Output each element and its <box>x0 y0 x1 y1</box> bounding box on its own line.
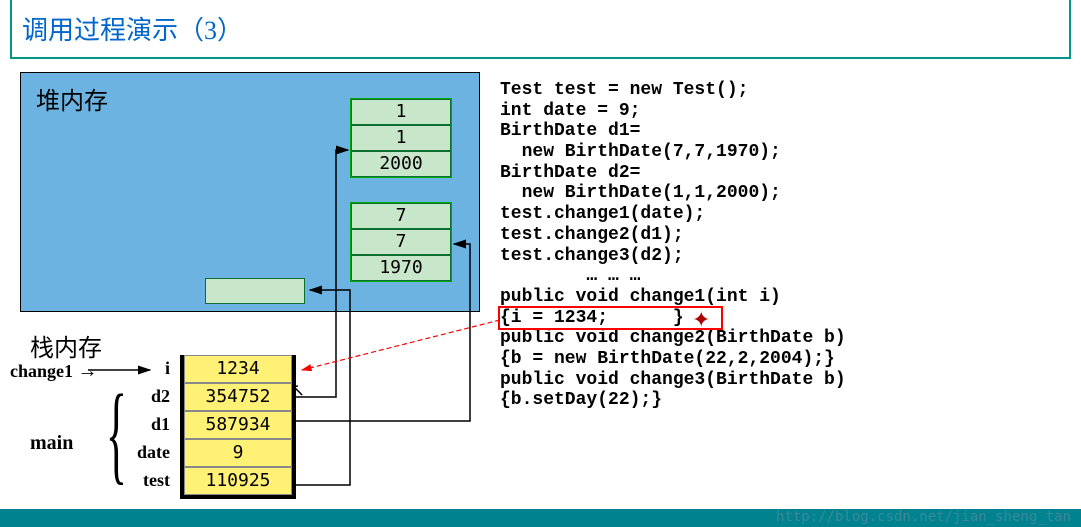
heap-cell: 1970 <box>351 255 451 281</box>
code-listing: Test test = new Test(); int date = 9; Bi… <box>500 80 846 411</box>
stack-cell: 9 <box>184 439 292 467</box>
stack-var-name: test <box>120 470 170 491</box>
stack-var-name: date <box>120 442 170 463</box>
stack-var-name: d1 <box>120 414 170 435</box>
heap-label: 堆内存 <box>36 81 108 116</box>
cursor-icon: ↖ <box>290 380 305 401</box>
heap-cell: 2000 <box>351 151 451 177</box>
heap-object-d1: 771970 <box>350 202 452 282</box>
heap-cell: 1 <box>351 99 451 125</box>
frame-label-change1: change1 → <box>10 360 98 383</box>
stack-label: 栈内存 <box>30 328 102 363</box>
heap-object-d2: 112000 <box>350 98 452 178</box>
stack-cell: 110925 <box>184 467 292 495</box>
stack-cell: 354752 <box>184 383 292 411</box>
slide-title: 调用过程演示（3） <box>10 0 1071 59</box>
heap-cell: 1 <box>351 125 451 151</box>
stack-var-name: d2 <box>120 386 170 407</box>
highlight-box <box>498 306 723 330</box>
stack-cell: 1234 <box>184 355 292 383</box>
stack-cell: 587934 <box>184 411 292 439</box>
breakpoint-icon: ✦ <box>692 307 710 333</box>
frame-label-main: main <box>30 432 73 455</box>
heap-cell: 7 <box>351 229 451 255</box>
watermark: http://blog.csdn.net/jian_sheng_tan <box>776 509 1071 525</box>
heap-object-test <box>205 278 305 304</box>
stack-var-name: i <box>120 358 170 379</box>
heap-cell: 7 <box>351 203 451 229</box>
stack-memory-region: 12343547525879349110925 <box>180 355 296 499</box>
